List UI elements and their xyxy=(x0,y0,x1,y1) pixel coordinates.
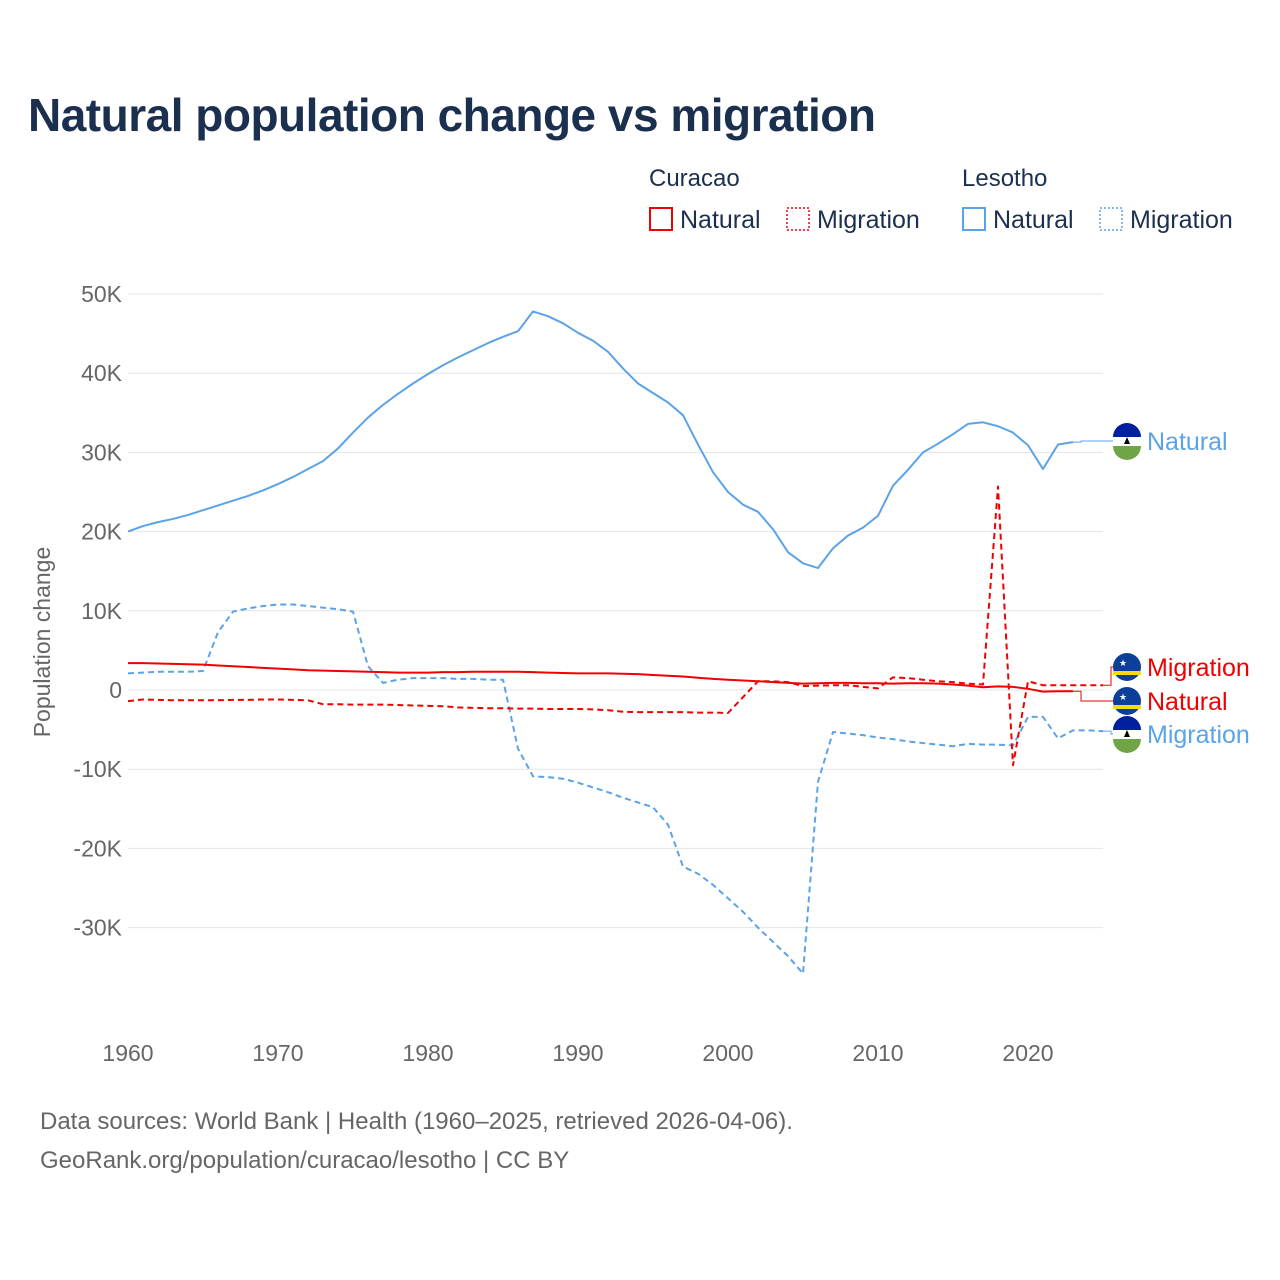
footer-link[interactable]: GeoRank.org/population/curacao/lesotho |… xyxy=(40,1147,570,1174)
end-label-lesotho_migration: Migration xyxy=(1147,721,1250,749)
end-label-curacao_natural: Natural xyxy=(1147,688,1228,716)
y-tick-label: 50K xyxy=(81,281,123,307)
y-tick-label: 10K xyxy=(81,598,123,624)
curacao_migration-line xyxy=(127,485,1103,767)
lesotho-flag xyxy=(1113,716,1141,753)
y-tick-label: 30K xyxy=(81,439,123,465)
y-tick-label: 40K xyxy=(81,360,123,386)
legend-swatch-natural xyxy=(649,207,673,231)
y-axis-label: Population change xyxy=(29,547,55,738)
label-connector xyxy=(1103,666,1113,686)
chart-title: Natural population change vs migration xyxy=(28,89,876,141)
legend-label-migration: Migration xyxy=(1130,206,1233,234)
legend-label-migration: Migration xyxy=(817,206,920,234)
x-tick-label: 2000 xyxy=(702,1040,753,1066)
label-connector xyxy=(1073,690,1113,702)
x-tick-label: 2020 xyxy=(1002,1040,1053,1066)
label-connector xyxy=(1103,730,1113,735)
x-tick-label: 1960 xyxy=(102,1040,153,1066)
curacao-flag: ★ xyxy=(1113,687,1141,715)
legend-label-natural: Natural xyxy=(993,206,1074,234)
flag-stripe xyxy=(1113,671,1141,675)
legend-group-curacao: Curacao xyxy=(649,165,740,192)
y-tick-label: -20K xyxy=(73,835,122,861)
flag-top xyxy=(1113,716,1141,730)
flag-hat xyxy=(1124,730,1130,737)
end-label-lesotho_natural: Natural xyxy=(1147,428,1228,456)
legend-group-lesotho: Lesotho xyxy=(962,165,1047,192)
flag-stripe xyxy=(1113,705,1141,709)
flag-top xyxy=(1113,423,1141,437)
legend-swatch-migration xyxy=(786,207,810,231)
y-tick-label: 20K xyxy=(81,519,123,545)
flag-star: ★ xyxy=(1119,692,1127,702)
x-tick-label: 1990 xyxy=(552,1040,603,1066)
x-tick-label: 2010 xyxy=(852,1040,903,1066)
legend-swatch-natural xyxy=(962,207,986,231)
lesotho-flag xyxy=(1113,423,1141,460)
lesotho_migration-line xyxy=(127,603,1104,975)
curacao_natural-line xyxy=(128,662,1073,693)
flag-hat xyxy=(1124,437,1130,444)
legend-label-natural: Natural xyxy=(680,206,761,234)
curacao-flag: ★ xyxy=(1113,653,1141,681)
y-tick-label: -10K xyxy=(73,756,122,782)
flag-bottom xyxy=(1113,446,1141,460)
legend-swatch-migration xyxy=(1099,207,1123,231)
y-tick-label: -30K xyxy=(73,915,122,941)
y-tick-label: 0 xyxy=(109,677,122,703)
x-tick-label: 1980 xyxy=(402,1040,453,1066)
lesotho_natural-line xyxy=(127,310,1074,570)
footer-sources: Data sources: World Bank | Health (1960–… xyxy=(40,1108,793,1135)
label-connector xyxy=(1073,440,1113,443)
end-label-curacao_migration: Migration xyxy=(1147,654,1250,682)
x-tick-label: 1970 xyxy=(252,1040,303,1066)
flag-star: ★ xyxy=(1119,658,1127,668)
flag-bottom xyxy=(1113,739,1141,753)
